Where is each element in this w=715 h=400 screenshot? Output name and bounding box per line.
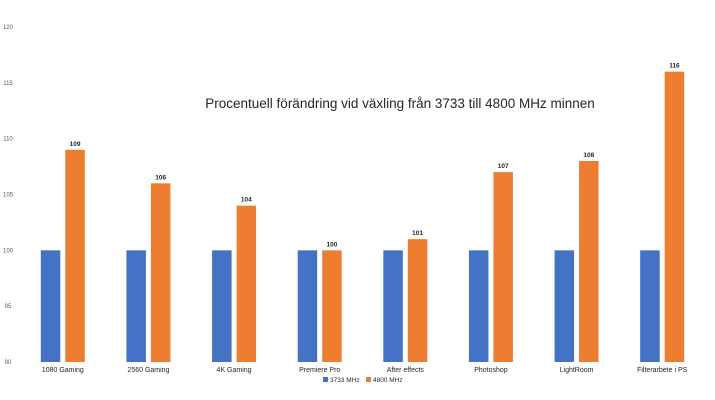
x-axis-tick-labels: 1080 Gaming 2560 Gaming 4K Gaming Premiere …	[42, 367, 688, 374]
x-tick-label: After effects	[387, 367, 425, 374]
bar-4800-mhz	[407, 239, 428, 362]
bar-4800-mhz	[579, 161, 599, 362]
legend-label: 4800 MHz	[373, 377, 403, 384]
bar-4800-mhz	[493, 172, 513, 362]
legend: 3733 MHz 4800 MHz	[323, 377, 403, 384]
bar-3733-mhz	[40, 250, 61, 362]
y-tick-label: 120	[3, 25, 14, 31]
bar-3733-mhz	[468, 250, 489, 362]
bar-3733-mhz	[640, 250, 660, 362]
data-labels-group: 109 106 104 100 101 107 108 116	[70, 63, 680, 249]
bar-4800-mhz	[65, 149, 85, 362]
y-tick-label: 110	[3, 137, 13, 143]
bar-3733-mhz	[383, 250, 403, 362]
data-label: 106	[155, 174, 166, 181]
data-label: 109	[70, 141, 81, 148]
bar-3733-mhz	[212, 250, 232, 362]
y-axis-tick-labels: 90 95 100 105 110 115 120	[3, 25, 14, 366]
y-tick-label: 105	[3, 193, 14, 199]
data-label: 104	[241, 197, 252, 204]
x-tick-label: LightRoom	[560, 367, 594, 374]
data-label: 101	[412, 230, 423, 237]
data-label: 116	[669, 63, 680, 70]
bar-4800-mhz	[236, 205, 257, 362]
x-tick-label: Photoshop	[474, 367, 508, 374]
y-tick-label: 95	[5, 304, 12, 310]
bar-3733-mhz	[126, 250, 146, 362]
bar-4800-mhz	[664, 71, 685, 363]
legend-swatch	[323, 377, 328, 382]
legend-swatch	[366, 377, 371, 382]
y-tick-label: 90	[5, 360, 12, 366]
bar-4800-mhz	[150, 183, 171, 362]
bar-3733-mhz	[554, 250, 575, 362]
x-tick-label: 1080 Gaming	[42, 367, 84, 374]
data-label: 100	[327, 241, 338, 248]
x-tick-label: Premiere Pro	[299, 367, 340, 374]
y-tick-label: 100	[3, 248, 14, 254]
chart-title: Procentuell förändring vid växling från …	[205, 96, 594, 111]
legend-label: 3733 MHz	[330, 377, 360, 384]
bars-group	[40, 71, 685, 363]
x-tick-label: Filterarbete i PS	[637, 367, 688, 374]
x-tick-label: 4K Gaming	[217, 367, 252, 374]
y-tick-label: 115	[3, 81, 13, 87]
data-label: 108	[583, 152, 594, 159]
x-tick-label: 2560 Gaming	[127, 367, 169, 374]
bar-4800-mhz	[322, 250, 342, 362]
bar-3733-mhz	[297, 250, 318, 362]
data-label: 107	[498, 163, 509, 170]
